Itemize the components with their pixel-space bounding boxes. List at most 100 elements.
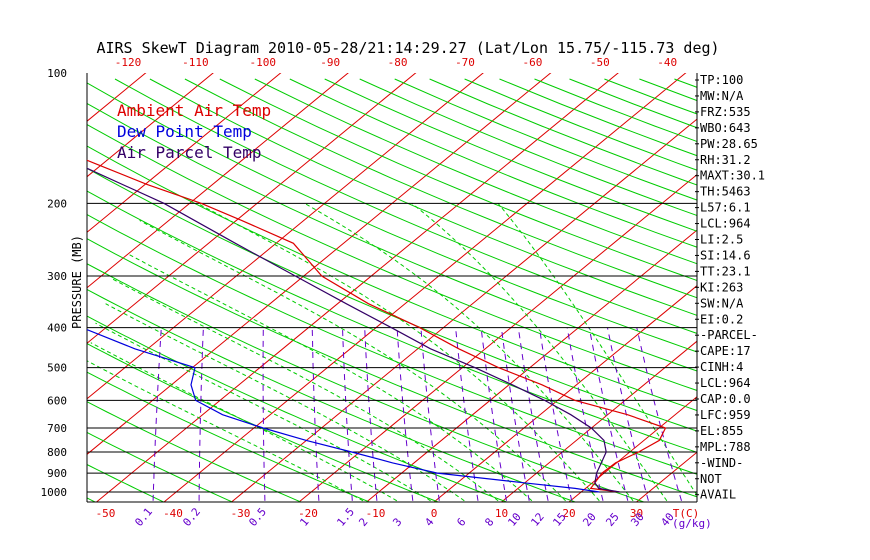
index-label: MW:N/A (700, 89, 744, 103)
index-label: CAPE:17 (700, 344, 751, 358)
moist-adiabat-line (127, 253, 533, 502)
pressure-tick-label: 400 (47, 322, 67, 335)
dry-adiabat-line (87, 145, 697, 412)
mixing-ratio-line (311, 327, 320, 501)
isotherm-line (87, 73, 214, 178)
moist-adiabat-line (497, 202, 697, 497)
mixing-ratio-line (152, 327, 162, 501)
index-label: KI:263 (700, 280, 743, 294)
bottom-temp-tick-label: -40 (163, 507, 183, 520)
pressure-tick-label: 600 (47, 394, 67, 407)
index-label: PW:28.65 (700, 137, 758, 151)
isotherm-line (636, 451, 697, 502)
pressure-tick-label: 300 (47, 270, 67, 283)
dry-adiabat-line (87, 82, 697, 353)
top-temp-tick-label: -50 (590, 56, 610, 69)
isotherm-line (87, 73, 552, 455)
index-label: AVAIL (700, 488, 736, 502)
top-temp-tick-label: -60 (522, 56, 542, 69)
mixing-ratio-tick-label: 25 (603, 510, 621, 529)
moist-adiabat-line (304, 202, 634, 502)
index-label: WBO:643 (700, 121, 751, 135)
index-label: EI:0.2 (700, 312, 743, 326)
legend-item: Ambient Air Temp (117, 101, 271, 120)
mixing-ratio-tick-label: 1.5 (334, 505, 357, 529)
index-label: LI:2.5 (700, 233, 743, 247)
index-label: TP:100 (700, 73, 743, 87)
mixing-ratio-unit-label: (g/kg) (672, 517, 712, 530)
moist-adiabat-line (197, 202, 600, 502)
mixing-ratio-tick-label: 12 (528, 510, 546, 529)
mixing-ratio-line (364, 327, 378, 501)
mixing-ratio-line (607, 327, 649, 501)
mixing-ratio-line (480, 327, 507, 501)
pressure-tick-label: 500 (47, 362, 67, 375)
dry-adiabat-line (87, 288, 577, 502)
mixing-ratio-line (538, 327, 573, 501)
pressure-tick-label: 900 (47, 467, 67, 480)
dry-adiabat-line (87, 190, 697, 453)
pressure-tick-label: 100 (47, 67, 67, 80)
dry-adiabat-line (149, 78, 697, 316)
isotherm-line (298, 173, 697, 502)
index-label: FRZ:535 (700, 105, 751, 119)
dry-adiabat-line (114, 78, 697, 334)
dry-adiabat-line (254, 78, 697, 265)
chart-title: AIRS SkewT Diagram 2010-05-28/21:14:29.2… (96, 39, 719, 57)
index-label: LCL:964 (700, 217, 751, 231)
bottom-temp-tick-label: 20 (562, 507, 575, 520)
isotherm-line (772, 60, 870, 502)
bottom-temp-tick-label: -10 (366, 507, 386, 520)
index-label: SW:N/A (700, 296, 744, 310)
profile-line (87, 167, 620, 493)
index-label: TT:23.1 (700, 264, 751, 278)
pressure-tick-label: 800 (47, 446, 67, 459)
bottom-temp-tick-label: 30 (630, 507, 643, 520)
index-label: CAP:0.0 (700, 392, 751, 406)
mixing-ratio-line (566, 327, 604, 501)
isotherm-line (0, 60, 26, 502)
top-temp-tick-label: -100 (250, 56, 277, 69)
bottom-temp-tick-label: 0 (431, 507, 438, 520)
moist-adiabat-line (112, 278, 499, 502)
pressure-tick-label: 1000 (41, 486, 68, 499)
grid-lines (0, 60, 870, 503)
pressure-tick-label: 200 (47, 197, 67, 210)
bottom-temp-tick-label: -20 (298, 507, 318, 520)
pressure-tick-label: 700 (47, 422, 67, 435)
index-label: SI:14.6 (700, 248, 751, 262)
profile-line (87, 328, 600, 493)
isotherm-line (433, 285, 697, 502)
top-temp-tick-label: -40 (657, 56, 677, 69)
moist-adiabat-line (105, 303, 465, 502)
mixing-ratio-line (262, 327, 266, 501)
index-label: TH:5463 (700, 185, 751, 199)
profile-line (87, 159, 667, 493)
index-label: MPL:788 (700, 440, 751, 454)
index-label: LCL:964 (700, 376, 751, 390)
dry-adiabat-line (429, 78, 697, 186)
mixing-ratio-line (517, 327, 549, 501)
mixing-ratio-line (588, 327, 629, 501)
mixing-ratio-tick-label: 6 (454, 515, 468, 528)
dry-adiabat-line (0, 79, 28, 503)
moist-adiabat-line (90, 342, 398, 502)
mixing-ratio-line (396, 327, 414, 501)
profile-lines (87, 159, 667, 493)
stability-indices: TP:100 MW:N/A FRZ:535 WBO:643 PW:28.65 RH:31.… (695, 73, 765, 502)
mixing-ratio-line (420, 327, 440, 501)
index-label: -PARCEL- (700, 328, 758, 342)
index-label: LFC:959 (700, 408, 751, 422)
isotherm-line (87, 73, 282, 233)
top-temp-tick-label: -80 (388, 56, 408, 69)
isotherm-line (87, 73, 349, 289)
index-label: -WIND- (700, 456, 743, 470)
dry-adiabat-line (87, 238, 697, 498)
dry-adiabat-line (87, 123, 697, 391)
dry-adiabat-line (87, 102, 697, 372)
dry-adiabat-line (219, 78, 697, 282)
mixing-ratio-line (500, 327, 530, 501)
dry-adiabat-line (87, 167, 697, 432)
index-label: RH:31.2 (700, 153, 751, 167)
index-label: L57:6.1 (700, 201, 751, 215)
